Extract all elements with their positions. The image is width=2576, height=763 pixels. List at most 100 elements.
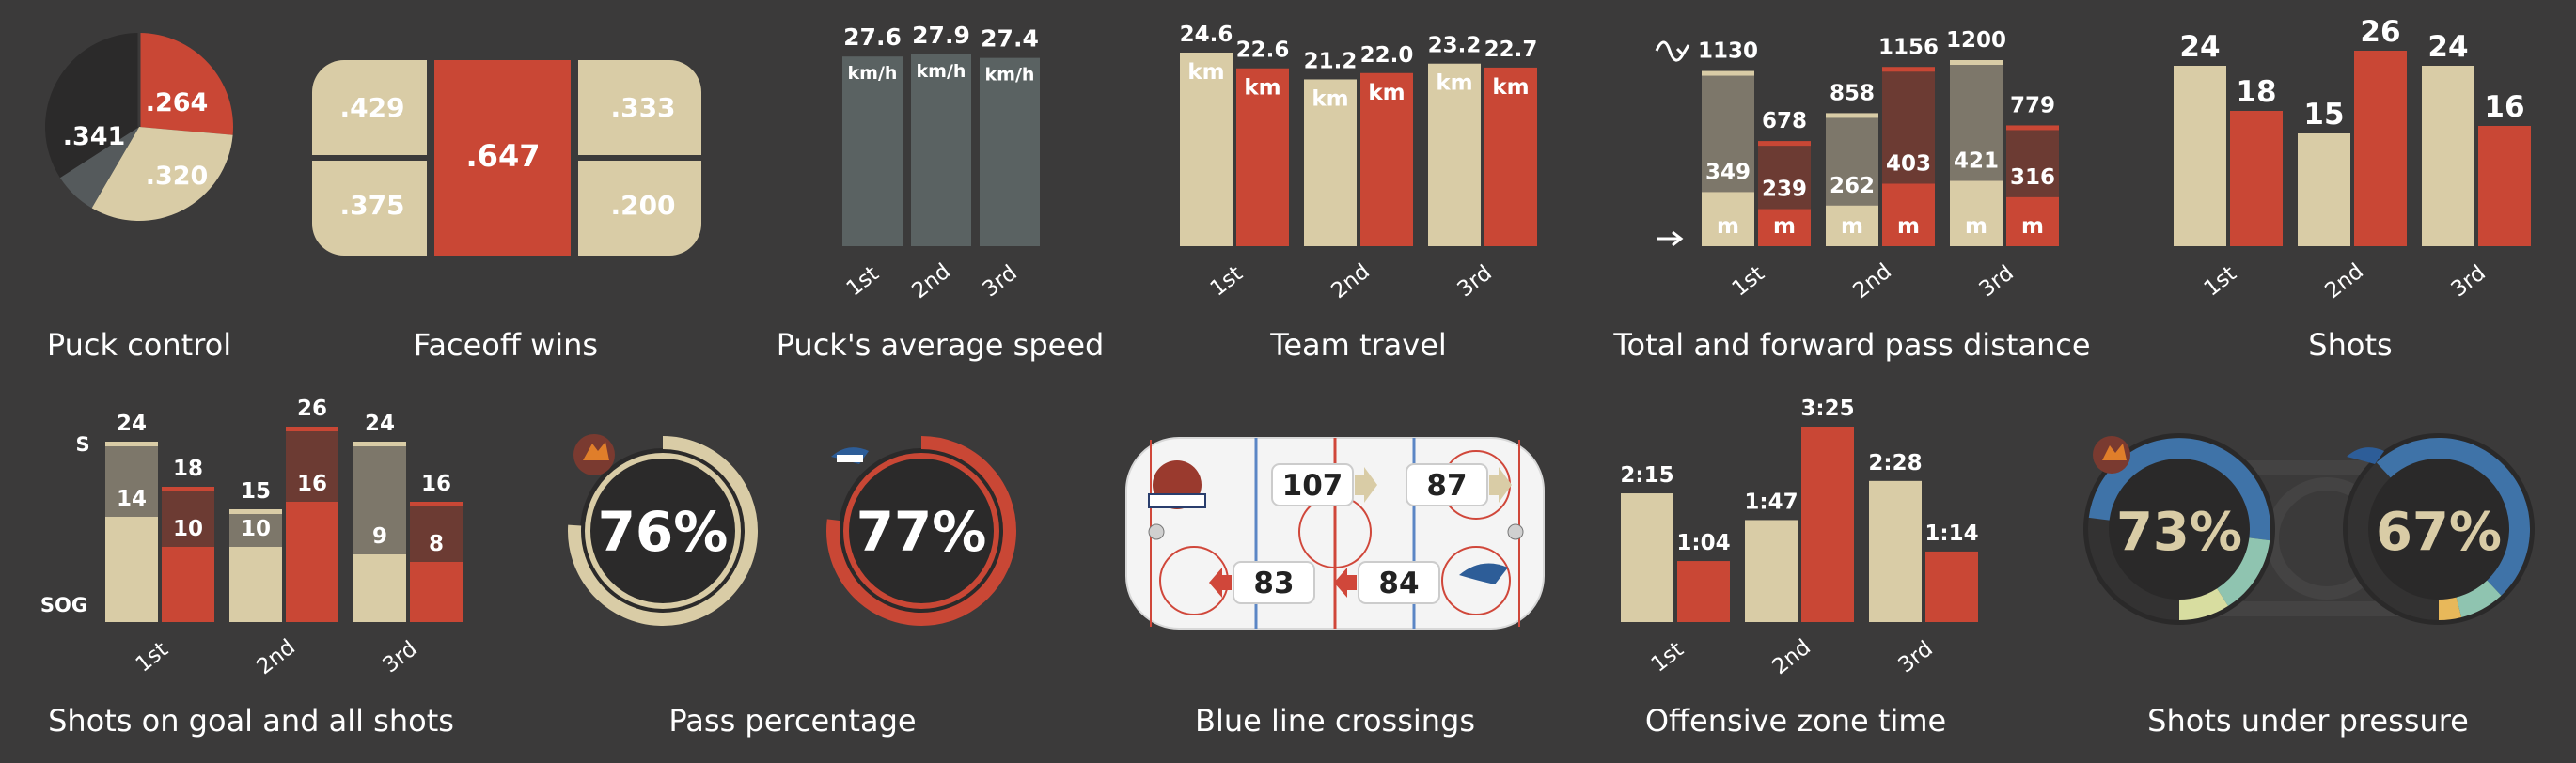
sog-shots-cap (410, 502, 463, 506)
roosters-logo (583, 442, 609, 460)
caption-sog: Shots on goal and all shots (48, 703, 454, 739)
rink-faceoff-circle (1441, 546, 1511, 615)
pass-forward-bar (1882, 183, 1935, 246)
sog-shots-label: 26 (297, 397, 327, 421)
travel-home-bar (1180, 53, 1233, 246)
crossing-arrow (1209, 568, 1232, 598)
travel-value-label: 22.6 (1236, 39, 1290, 63)
speed-period-tick: 3rd (979, 260, 1022, 302)
sog-shots-cap (353, 442, 406, 446)
shots-home-bar (2422, 66, 2474, 246)
pass-total-label: 1156 (1878, 35, 1939, 59)
pass-total-label: 1200 (1946, 28, 2006, 53)
sog-shots-cap (229, 509, 282, 514)
pass-total-cap (1826, 113, 1878, 118)
shots-away-bar (2230, 111, 2283, 246)
sog-period-tick: 3rd (379, 636, 422, 677)
blue-line-value: 87 (1426, 469, 1467, 503)
sog-shots-label: 24 (365, 412, 395, 436)
sog-shots-cap (105, 442, 158, 446)
pressure-percentage-value: 73% (2116, 502, 2242, 563)
pie-slice (45, 33, 139, 179)
faceoff-away-bottom: .200 (610, 190, 675, 221)
right-arrow-icon (1657, 230, 1684, 247)
pass-forward-bar (1758, 209, 1811, 246)
pass-unit-label: m (1717, 214, 1739, 239)
faceoff-total-tile (431, 60, 574, 256)
blue-line-value-box (1233, 561, 1315, 604)
caption-faceoff-wins: Faceoff wins (413, 327, 599, 363)
oz-away-bar (1925, 551, 1978, 622)
shots-away-bar (2478, 126, 2531, 246)
oz-value-label: 3:25 (1800, 397, 1854, 421)
oz-value-label: 2:28 (1868, 451, 1922, 475)
rink-goal (1507, 523, 1524, 540)
sog-sog-axis-label: SOG (40, 594, 87, 616)
speed-unit-label: km/h (848, 63, 898, 84)
sog-shots-label: 15 (241, 479, 271, 504)
wild-wings-logo (1459, 563, 1508, 584)
sog-shots-label: 24 (117, 412, 147, 436)
sog-on-goal-label: 10 (173, 517, 203, 541)
pie-slice (139, 33, 233, 135)
travel-value-label: 23.2 (1428, 34, 1482, 58)
oz-home-bar (1621, 493, 1673, 622)
caption-blue-line: Blue line crossings (1194, 703, 1476, 739)
speed-period-tick: 1st (842, 261, 884, 301)
oz-home-bar (1869, 480, 1922, 622)
roosters-logo (2102, 444, 2127, 460)
pass-total-label: 779 (2010, 93, 2055, 117)
sog-on-goal-bar (353, 554, 406, 622)
faceoff-home-top: .429 (339, 92, 404, 123)
pass-period-tick: 1st (1728, 261, 1769, 301)
sog-on-goal-bar (410, 562, 463, 622)
pass-total-cap (1758, 141, 1811, 147)
pass-forward-label: 403 (1886, 152, 1931, 177)
squiggle-arrow-icon (1655, 40, 1690, 62)
faceoff-away-top: .333 (610, 92, 675, 123)
caption-puck-speed: Puck's average speed (776, 327, 1105, 363)
pass-forward-label: 316 (2010, 165, 2055, 190)
speed-bar (842, 56, 903, 247)
pass-period-tick: 3rd (1975, 260, 2018, 302)
pie-slice-label: .341 (63, 122, 126, 151)
travel-unit-label: km (1492, 75, 1529, 100)
sog-shots-label: 18 (173, 457, 203, 481)
pass-forward-label: 349 (1705, 160, 1751, 184)
travel-period-tick: 2nd (1327, 259, 1374, 304)
sog-on-goal-label: 16 (297, 472, 327, 496)
pass-donut-arc (568, 436, 758, 626)
sog-on-goal-label: 8 (429, 532, 444, 556)
oz-period-tick: 1st (1647, 637, 1689, 677)
sog-on-goal-label: 10 (241, 517, 271, 541)
pressure-donut-segment (2088, 438, 2270, 541)
pass-forward-bar (1950, 180, 2003, 246)
oz-period-tick: 2nd (1767, 635, 1815, 679)
pass-unit-label: m (1841, 214, 1863, 239)
sog-on-goal-label: 14 (117, 487, 147, 511)
shots-value-label: 16 (2484, 90, 2524, 124)
wild-wings-logo (837, 455, 863, 462)
shots-period-tick: 2nd (2320, 259, 2368, 304)
oz-value-label: 2:15 (1620, 463, 1673, 488)
shots-value-label: 15 (2303, 98, 2344, 132)
speed-bar (911, 54, 971, 246)
travel-unit-label: km (1368, 81, 1405, 105)
pass-unit-label: m (1965, 214, 1987, 239)
pass-total-label: 1130 (1698, 39, 1758, 64)
travel-period-tick: 3rd (1453, 260, 1497, 302)
pressure-donut-segment (2216, 537, 2270, 606)
shots-period-tick: 3rd (2447, 260, 2490, 302)
pass-unit-label: m (1773, 214, 1796, 239)
pressure-donut-segment (2456, 580, 2502, 617)
travel-away-bar (1484, 67, 1537, 246)
shots-home-bar (2298, 133, 2350, 246)
pass-forward-bar (1702, 192, 1754, 246)
shots-home-bar (2174, 66, 2226, 246)
pass-donut-track (839, 448, 1004, 614)
caption-pass-distance: Total and forward pass distance (1613, 327, 2091, 363)
pass-forward-bar (2006, 196, 2059, 246)
pie-slice-label: .320 (146, 162, 209, 191)
roosters-logo (1148, 493, 1206, 508)
oz-value-label: 1:47 (1744, 490, 1798, 514)
